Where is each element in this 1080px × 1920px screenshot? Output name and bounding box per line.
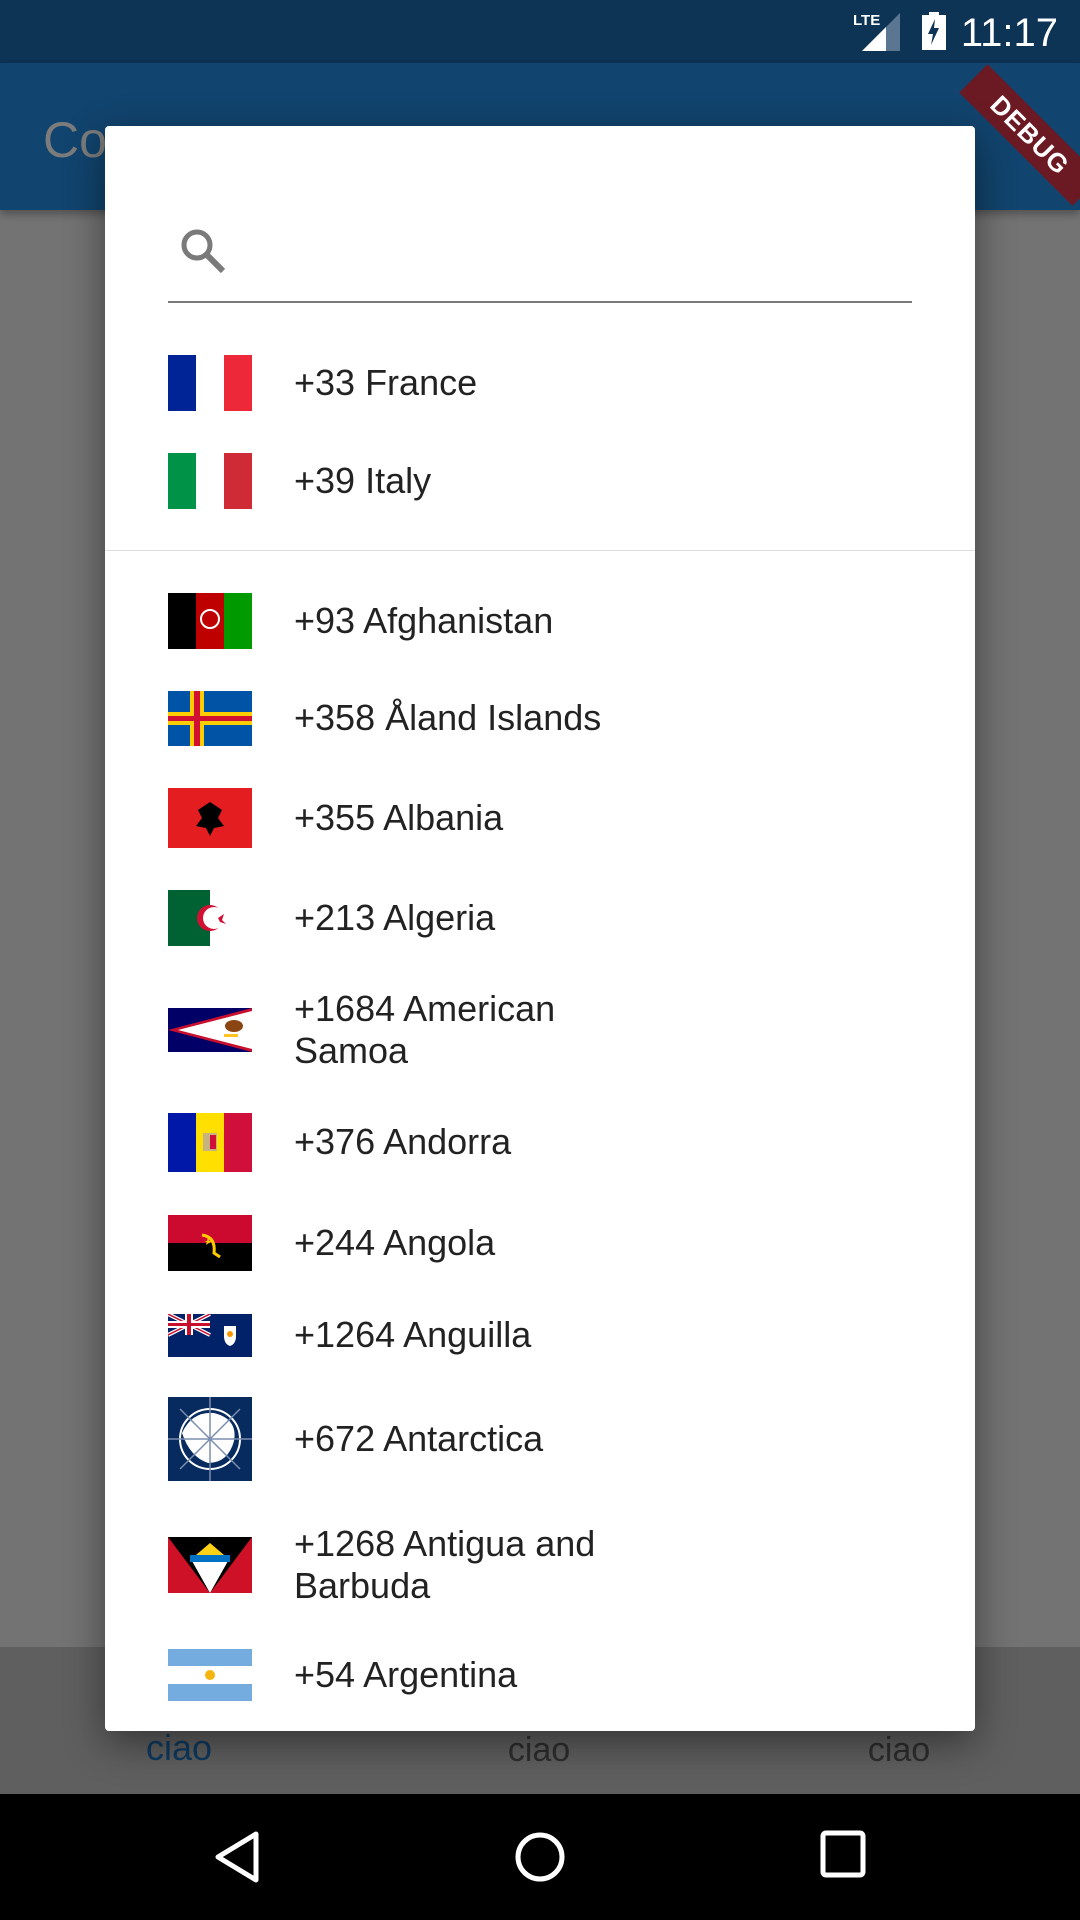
flag-afghanistan-icon — [168, 593, 252, 649]
country-label: +244 Angola — [294, 1222, 496, 1263]
signal-icon — [862, 13, 900, 51]
recents-icon[interactable] — [820, 1830, 866, 1878]
country-label: +1264 Anguilla — [294, 1314, 532, 1355]
tab-2[interactable]: ciao — [507, 1731, 571, 1769]
country-label: +33 France — [294, 362, 478, 403]
country-label: +358 Åland Islands — [294, 697, 602, 738]
country-label: +672 Antarctica — [294, 1418, 544, 1459]
flag-angola-icon — [168, 1215, 252, 1271]
flag-anguilla-icon — [168, 1313, 252, 1357]
flag-italy-icon — [168, 453, 252, 509]
clock: 11:17 — [960, 11, 1058, 55]
network-type: LTE — [853, 12, 881, 29]
flag-france-icon — [168, 355, 252, 411]
flag-andorra-icon — [168, 1112, 252, 1172]
country-label: +376 Andorra — [294, 1121, 512, 1162]
search-icon — [181, 229, 226, 274]
divider — [105, 550, 975, 551]
country-label: +1684 American Samoa — [294, 988, 556, 1071]
back-icon[interactable] — [212, 1830, 264, 1884]
search-input[interactable] — [238, 216, 902, 278]
tab-3[interactable]: ciao — [867, 1731, 931, 1769]
home-icon[interactable] — [513, 1830, 567, 1884]
country-label: +39 Italy — [294, 460, 432, 501]
flag-aland-islands-icon — [168, 690, 252, 746]
country-label: +1268 Antigua and Barbuda — [294, 1523, 596, 1606]
tab-1[interactable]: ciao — [145, 1727, 213, 1768]
app-title: Co — [43, 112, 107, 168]
country-label: +355 Albania — [294, 797, 504, 838]
search-field[interactable] — [168, 196, 912, 303]
flag-argentina-icon — [168, 1649, 252, 1701]
battery-charging-icon — [922, 12, 946, 50]
flag-antarctica-icon — [168, 1397, 252, 1481]
flag-algeria-icon — [168, 890, 252, 946]
system-nav-bar — [0, 1794, 1080, 1920]
flag-american-samoa-icon — [168, 1008, 252, 1052]
country-label: +93 Afghanistan — [294, 600, 554, 641]
flag-albania-icon — [168, 788, 252, 848]
status-bar: LTE 11:17 — [0, 0, 1080, 63]
country-label: +213 Algeria — [294, 897, 496, 938]
flag-antigua-icon — [168, 1537, 252, 1593]
country-label: +54 Argentina — [294, 1654, 518, 1695]
country-picker-dialog: +33 France +39 Italy +93 Afghanistan +35… — [105, 126, 975, 1731]
